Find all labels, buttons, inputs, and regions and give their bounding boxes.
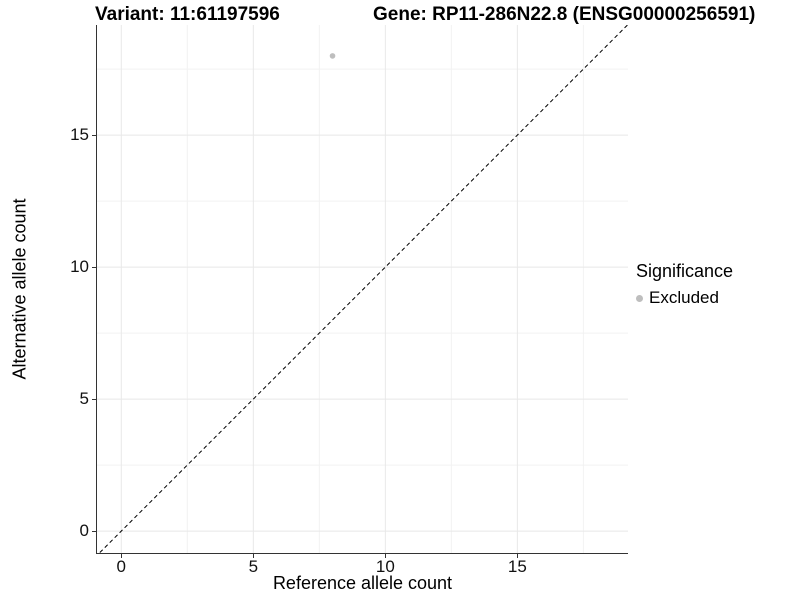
y-tick-label: 15	[70, 125, 89, 145]
data-point	[329, 53, 336, 59]
y-tick-label: 10	[70, 257, 89, 277]
legend-item-label: Excluded	[649, 288, 719, 307]
x-tick-mark	[516, 554, 518, 558]
plot-title-gene: Gene: RP11-286N22.8 (ENSG00000256591)	[373, 4, 756, 25]
legend-point-icon	[636, 294, 643, 302]
y-tick-mark	[92, 530, 96, 532]
x-tick-mark	[252, 554, 254, 558]
legend: Significance Excluded	[636, 261, 733, 308]
plot-area	[97, 25, 628, 553]
legend-title: Significance	[636, 261, 734, 281]
plot-title-variant: Variant: 11:61197596	[95, 4, 280, 25]
y-tick-mark	[92, 134, 96, 136]
y-tick-mark	[92, 398, 96, 400]
x-tick-label: 15	[507, 557, 527, 576]
x-tick-mark	[120, 554, 122, 558]
y-tick-label: 0	[79, 521, 89, 541]
y-axis-title: Alternative allele count	[9, 198, 30, 380]
x-tick-mark	[384, 554, 386, 558]
x-tick-label: 10	[375, 557, 395, 576]
y-tick-label: 5	[79, 389, 89, 409]
identity-line	[98, 25, 628, 553]
x-tick-label: 0	[116, 557, 127, 576]
legend-item-excluded: Excluded	[636, 288, 733, 308]
x-tick-label: 5	[248, 557, 259, 576]
plot-panel	[96, 25, 628, 554]
x-axis-title: Reference allele count	[272, 573, 453, 593]
y-tick-mark	[92, 266, 96, 268]
